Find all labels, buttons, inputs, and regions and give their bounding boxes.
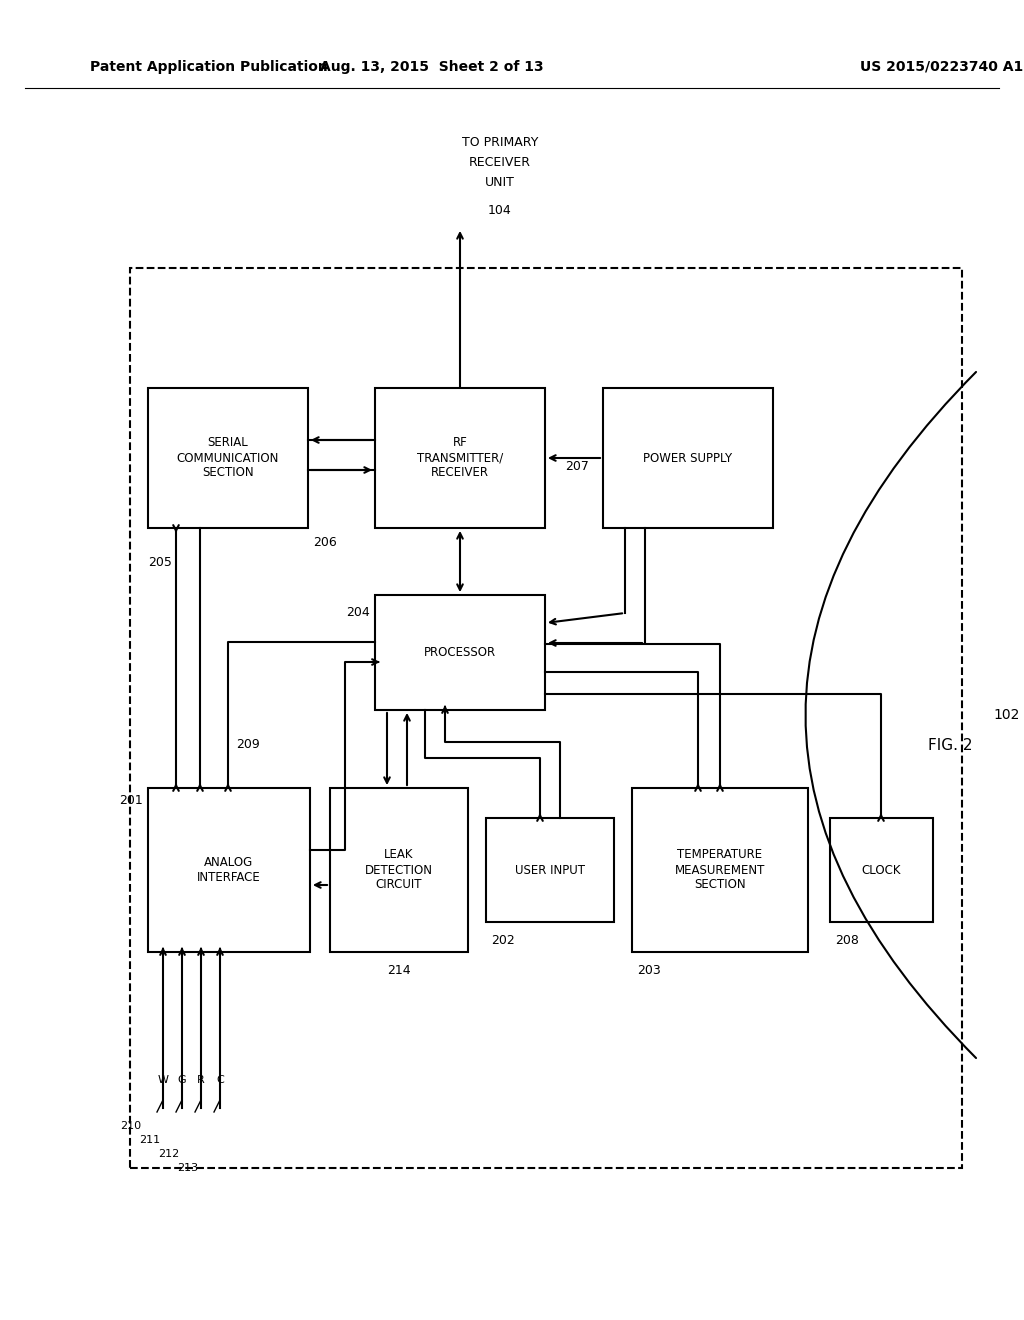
Text: C: C (216, 1074, 224, 1085)
Text: USER INPUT: USER INPUT (515, 863, 585, 876)
Bar (375, 388, 545, 528)
Text: 211: 211 (139, 1135, 160, 1144)
Text: 203: 203 (637, 964, 660, 977)
Text: 202: 202 (490, 933, 515, 946)
Bar (148, 788, 310, 952)
Text: W: W (158, 1074, 169, 1085)
Text: RECEIVER: RECEIVER (469, 157, 531, 169)
Text: UNIT: UNIT (485, 177, 515, 190)
Text: R: R (198, 1074, 205, 1085)
Bar (632, 788, 808, 952)
Text: 204: 204 (346, 606, 370, 619)
Text: 214: 214 (387, 964, 411, 977)
Text: 209: 209 (236, 738, 260, 751)
Text: 205: 205 (148, 557, 172, 569)
Text: 201: 201 (119, 793, 143, 807)
Text: 208: 208 (835, 933, 859, 946)
Bar (148, 388, 308, 528)
Text: 212: 212 (158, 1148, 179, 1159)
Text: SERIAL
COMMUNICATION
SECTION: SERIAL COMMUNICATION SECTION (177, 437, 280, 479)
Text: CLOCK: CLOCK (861, 863, 901, 876)
Text: G: G (178, 1074, 186, 1085)
Bar (486, 818, 614, 921)
Text: 210: 210 (120, 1121, 141, 1131)
Bar (130, 268, 962, 1168)
Bar (375, 595, 545, 710)
Text: Aug. 13, 2015  Sheet 2 of 13: Aug. 13, 2015 Sheet 2 of 13 (321, 59, 544, 74)
Bar (603, 388, 773, 528)
Bar (830, 818, 933, 921)
Text: TO PRIMARY: TO PRIMARY (462, 136, 539, 149)
Text: US 2015/0223740 A1: US 2015/0223740 A1 (860, 59, 1023, 74)
Text: ANALOG
INTERFACE: ANALOG INTERFACE (198, 855, 261, 884)
Text: FIG. 2: FIG. 2 (928, 738, 973, 752)
Text: 102: 102 (993, 708, 1019, 722)
Text: 207: 207 (565, 459, 589, 473)
Text: 206: 206 (313, 536, 337, 549)
Text: 104: 104 (488, 203, 512, 216)
Text: PROCESSOR: PROCESSOR (424, 645, 496, 659)
Bar (330, 788, 468, 952)
Text: RF
TRANSMITTER/
RECEIVER: RF TRANSMITTER/ RECEIVER (417, 437, 503, 479)
Text: TEMPERATURE
MEASUREMENT
SECTION: TEMPERATURE MEASUREMENT SECTION (675, 849, 765, 891)
Text: Patent Application Publication: Patent Application Publication (90, 59, 328, 74)
Text: LEAK
DETECTION
CIRCUIT: LEAK DETECTION CIRCUIT (365, 849, 433, 891)
Text: POWER SUPPLY: POWER SUPPLY (643, 451, 732, 465)
Text: 213: 213 (177, 1163, 198, 1173)
